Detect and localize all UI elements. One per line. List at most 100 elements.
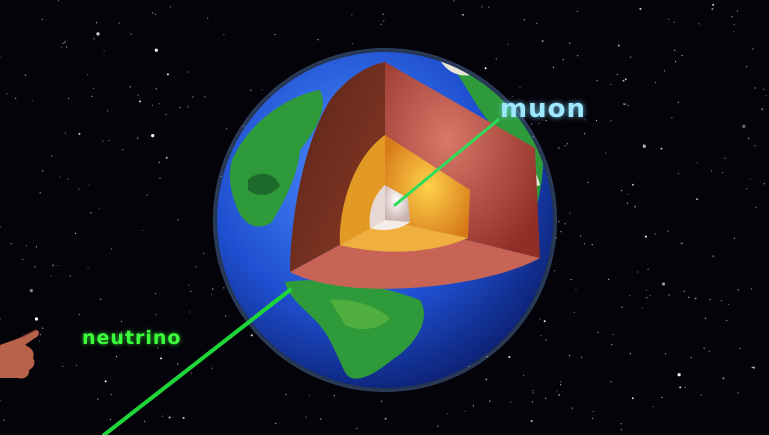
- star: [57, 0, 60, 2]
- star: [29, 289, 33, 293]
- star: [523, 19, 525, 21]
- star: [696, 162, 698, 164]
- star: [154, 48, 158, 52]
- star: [96, 32, 100, 36]
- star: [626, 202, 629, 204]
- star: [320, 418, 322, 420]
- star: [754, 145, 756, 147]
- star: [158, 161, 160, 163]
- star: [558, 220, 560, 223]
- star: [158, 103, 160, 105]
- star: [545, 339, 547, 341]
- star: [187, 71, 189, 73]
- star: [627, 193, 629, 195]
- star: [564, 223, 566, 225]
- star: [681, 242, 683, 244]
- star: [763, 183, 766, 185]
- star: [636, 271, 639, 273]
- star: [0, 318, 1, 320]
- star: [679, 386, 682, 389]
- star: [587, 181, 589, 184]
- star: [627, 104, 629, 106]
- star: [481, 6, 483, 8]
- star: [177, 363, 179, 365]
- star: [182, 416, 185, 419]
- star: [668, 294, 670, 296]
- star: [91, 95, 93, 97]
- star: [560, 231, 562, 233]
- star: [67, 178, 69, 180]
- star: [511, 95, 514, 97]
- star: [211, 367, 213, 369]
- star: [169, 6, 172, 8]
- star: [737, 289, 739, 291]
- star: [531, 123, 533, 125]
- star: [155, 88, 157, 90]
- star: [538, 122, 540, 124]
- star: [102, 140, 104, 142]
- star: [32, 100, 34, 102]
- star: [748, 137, 750, 139]
- star: [680, 242, 682, 244]
- star: [212, 288, 214, 290]
- star: [681, 55, 683, 57]
- star: [580, 235, 582, 237]
- star: [554, 270, 556, 272]
- star: [530, 420, 533, 422]
- star: [203, 252, 205, 254]
- star: [608, 278, 610, 280]
- star: [189, 311, 191, 313]
- star: [592, 410, 594, 412]
- star: [484, 67, 487, 70]
- star: [761, 108, 764, 111]
- star: [573, 311, 575, 314]
- star: [562, 59, 564, 61]
- star: [103, 50, 105, 52]
- star: [275, 422, 277, 424]
- star: [645, 289, 648, 291]
- star: [755, 206, 757, 208]
- star: [726, 319, 728, 322]
- star: [556, 390, 558, 392]
- star: [507, 43, 509, 46]
- star: [110, 248, 112, 250]
- star: [610, 120, 612, 122]
- star: [727, 303, 730, 305]
- star: [677, 172, 680, 174]
- star: [694, 297, 697, 300]
- star: [42, 170, 44, 172]
- star: [610, 83, 612, 86]
- star: [649, 295, 651, 297]
- star: [642, 144, 646, 148]
- star: [647, 268, 649, 270]
- star: [746, 188, 748, 190]
- star: [575, 289, 577, 291]
- star: [677, 101, 679, 103]
- star: [74, 232, 77, 234]
- star: [690, 357, 692, 359]
- star: [0, 399, 1, 402]
- star: [674, 49, 676, 52]
- star: [522, 374, 525, 376]
- star: [50, 275, 53, 277]
- star: [87, 267, 89, 269]
- star: [137, 94, 139, 96]
- star: [745, 66, 748, 68]
- star: [519, 86, 521, 88]
- star: [720, 300, 723, 302]
- star: [568, 355, 571, 357]
- star: [620, 429, 623, 431]
- star: [560, 381, 562, 383]
- star: [671, 117, 673, 119]
- star: [166, 73, 169, 76]
- star: [731, 16, 733, 18]
- star: [569, 212, 571, 214]
- star: [532, 392, 534, 394]
- star: [88, 184, 90, 186]
- star: [64, 132, 66, 134]
- star: [15, 97, 17, 99]
- star: [752, 366, 755, 369]
- star: [489, 400, 491, 402]
- star: [250, 89, 252, 91]
- star: [437, 425, 439, 427]
